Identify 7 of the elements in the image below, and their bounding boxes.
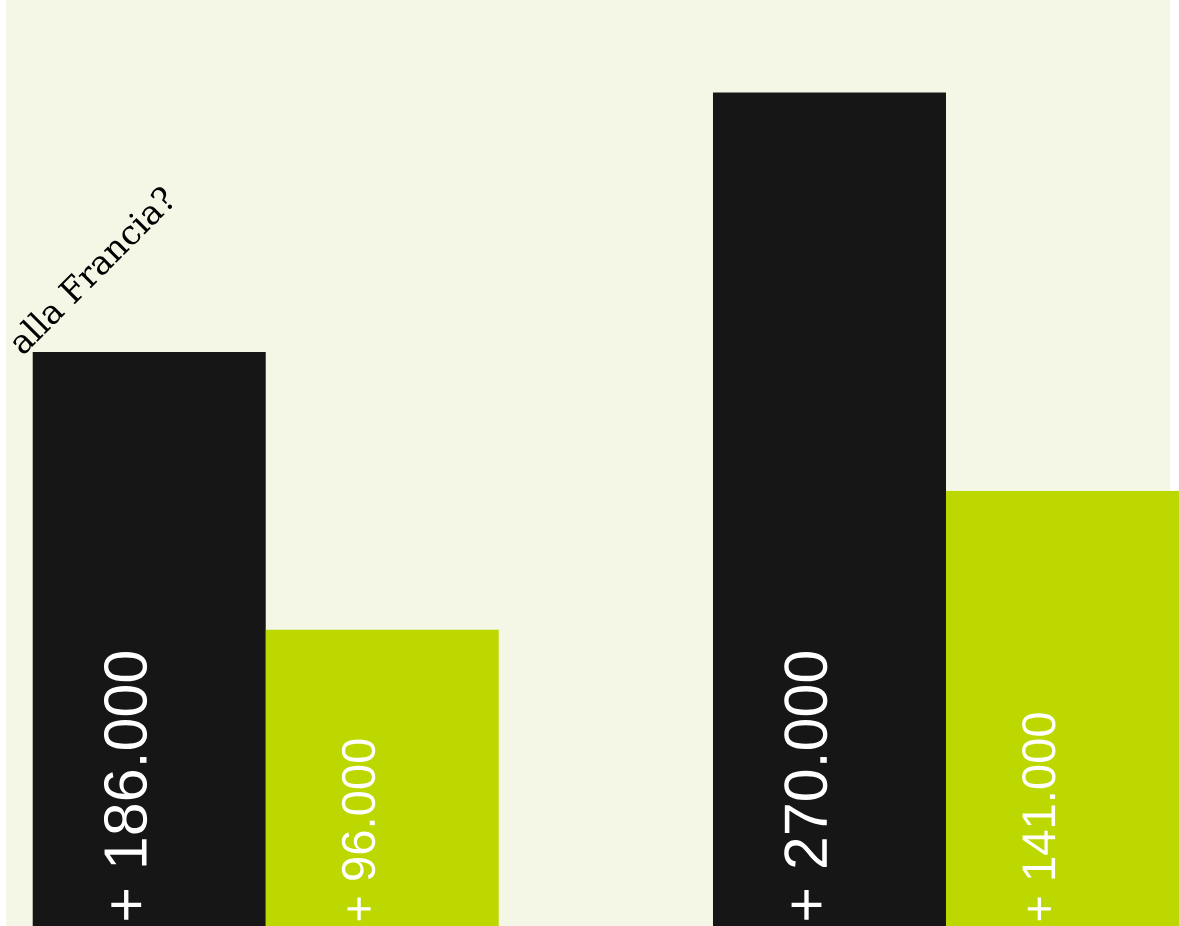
data-label: + 96.000 <box>341 739 376 921</box>
data-label: + 270.000 <box>784 652 828 920</box>
bar <box>946 490 1179 926</box>
data-label: + 186.000 <box>103 652 148 920</box>
data-label: + 141.000 <box>1022 713 1056 921</box>
bar <box>712 92 946 926</box>
bar <box>265 629 499 926</box>
